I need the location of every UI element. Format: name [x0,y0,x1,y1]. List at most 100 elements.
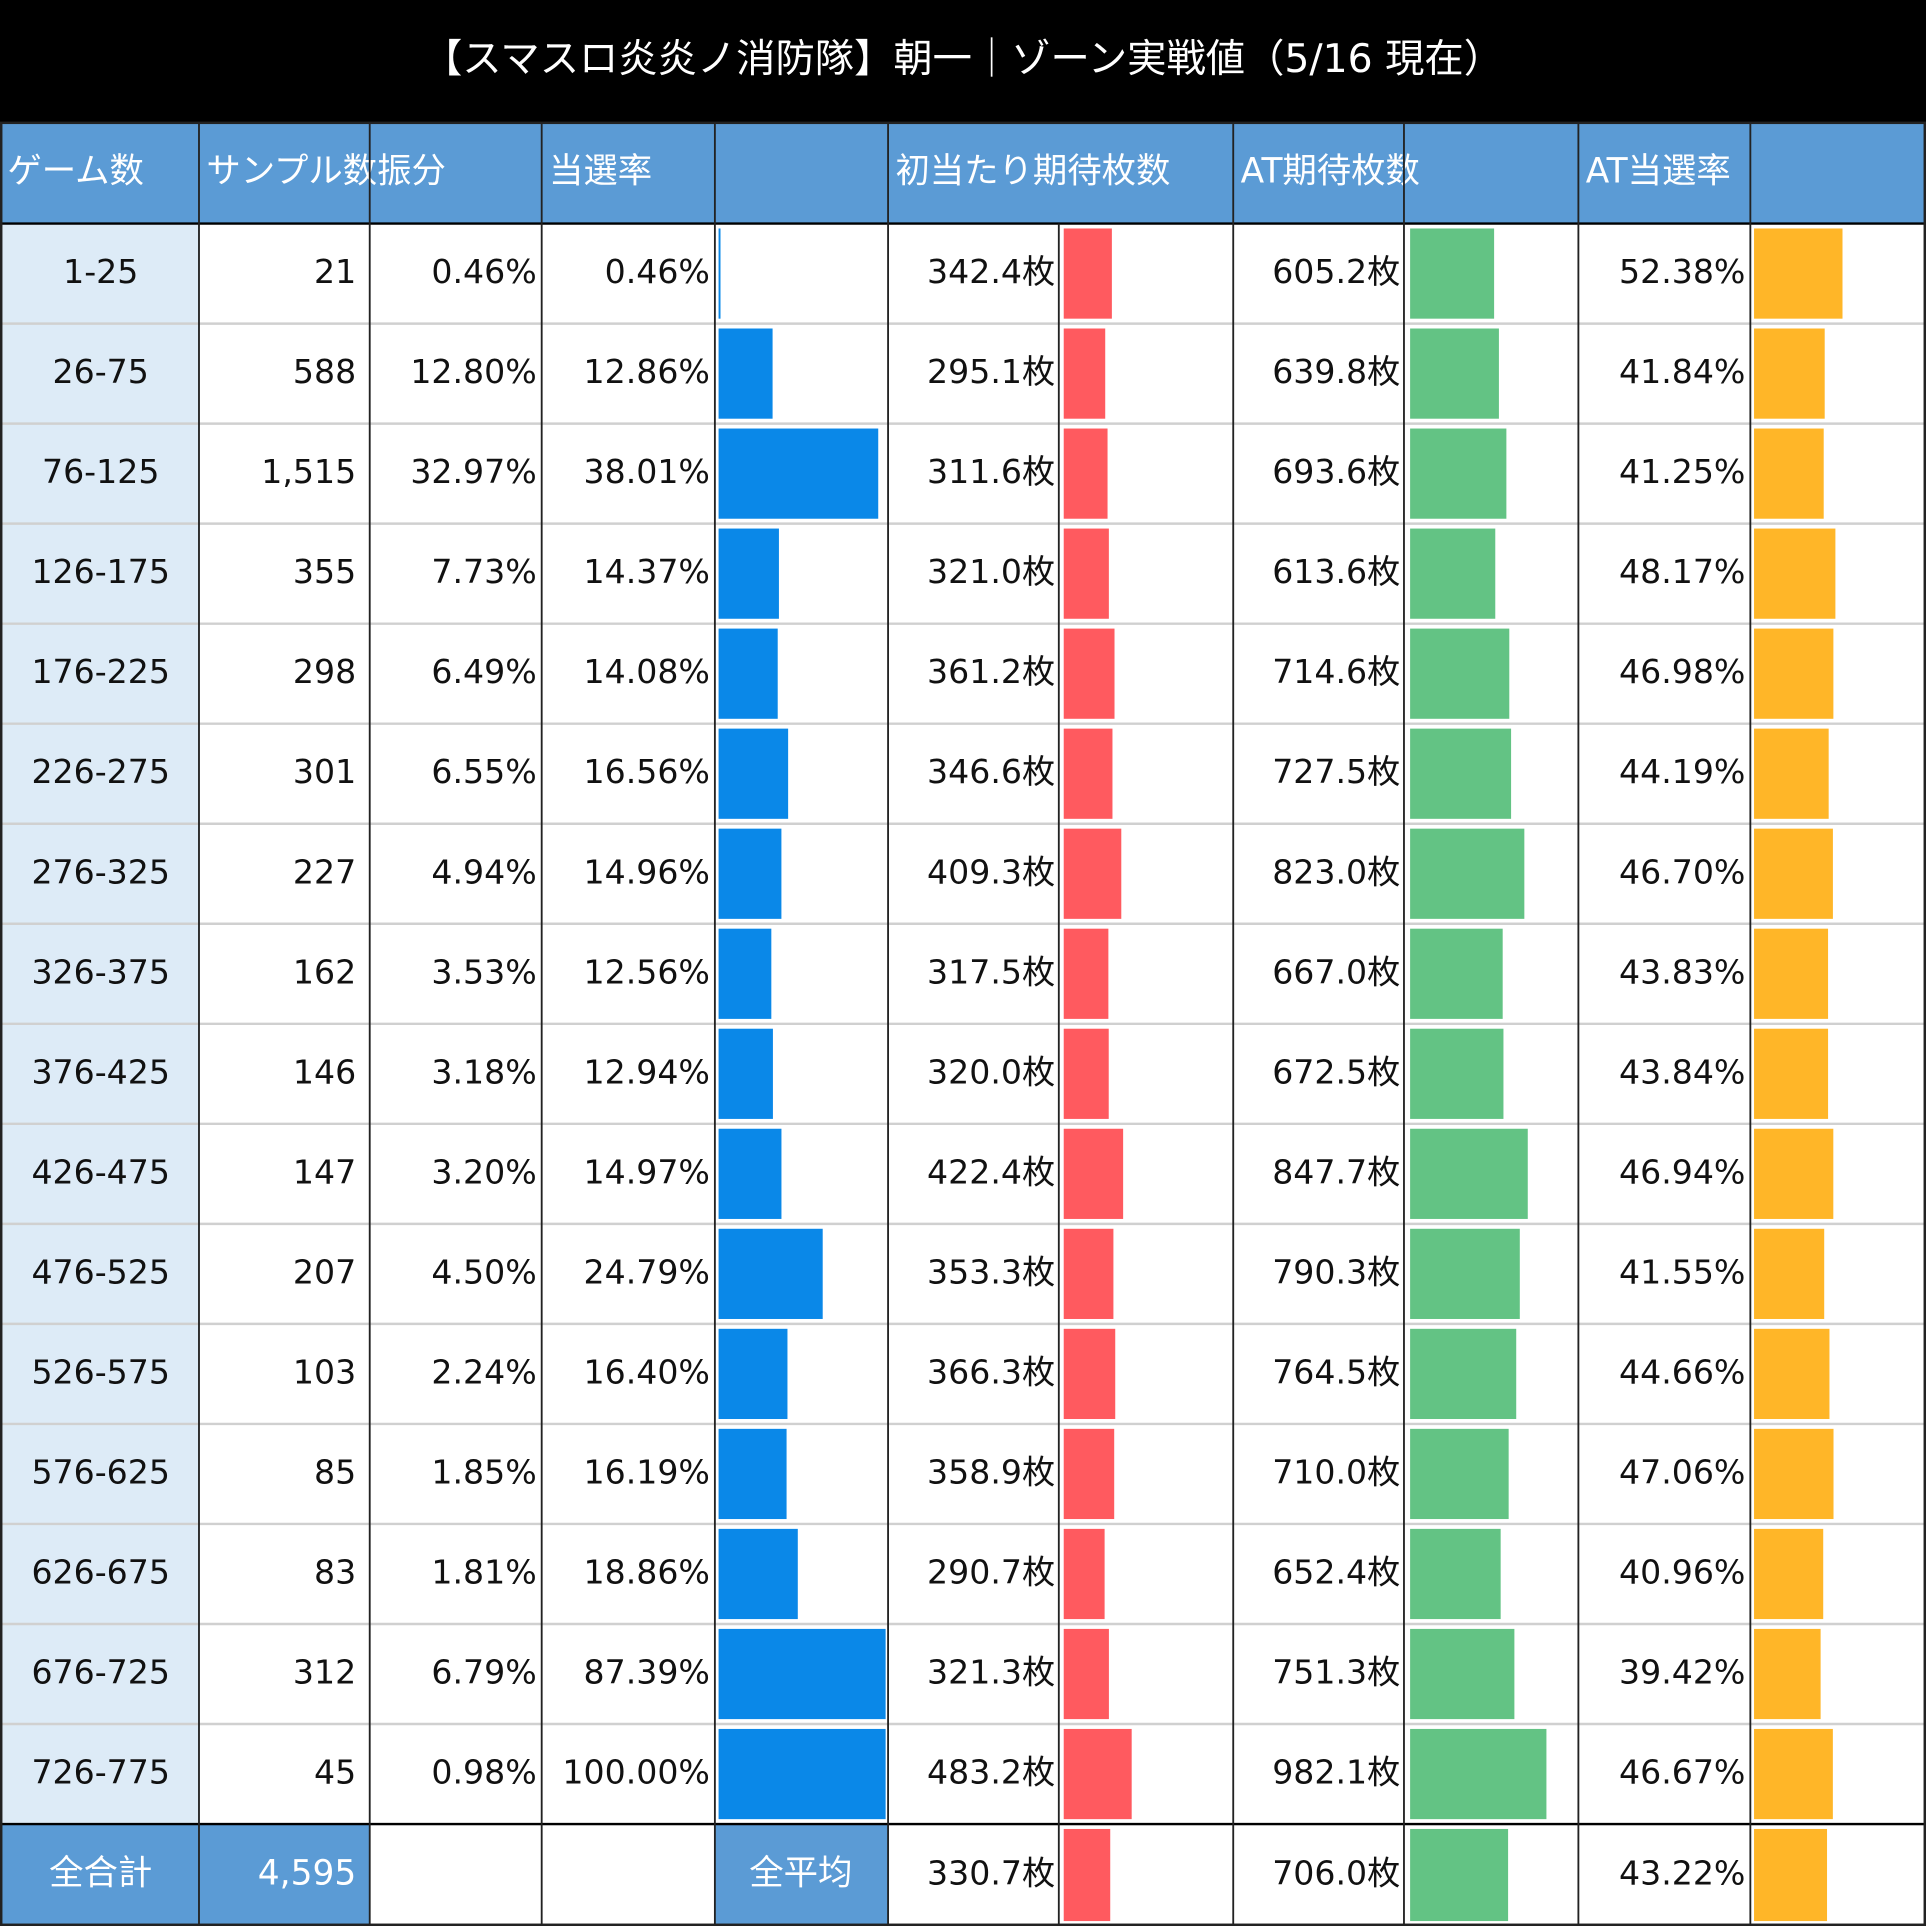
zone-label: 26-75 [53,352,149,391]
cell-value: 2.24% [431,1352,536,1391]
data-bar [1754,1528,1824,1620]
cell-value: 346.6枚 [927,752,1055,791]
data-bar [1410,1028,1504,1119]
cell-value: 6.79% [431,1653,536,1692]
cell-value: 667.0枚 [1272,952,1400,991]
cell-value: 358.9枚 [927,1452,1055,1491]
cell-value: 727.5枚 [1272,752,1400,791]
cell-value: 12.94% [584,1052,710,1091]
zone-label: 276-325 [31,852,170,891]
cell-value: 83 [314,1552,356,1591]
cell-value: 39.42% [1619,1653,1745,1692]
data-bar [718,728,789,819]
cell-value: 46.67% [1619,1753,1745,1792]
cell-value: 366.3枚 [927,1352,1055,1391]
zone-label: 676-725 [31,1653,170,1692]
data-bar [1410,528,1496,619]
data-bar [1063,628,1115,719]
cell-value: 672.5枚 [1272,1052,1400,1091]
cell-value: 45 [314,1753,356,1792]
cell-value: 714.6枚 [1272,652,1400,691]
cell-value: 353.3枚 [927,1252,1055,1291]
cell-value: 605.2枚 [1272,252,1400,291]
cell-value: 1.81% [431,1552,536,1591]
cell-value: 162 [293,952,356,991]
data-bar [1063,328,1106,419]
zone-label: 76-125 [42,452,159,491]
data-bar [718,1328,788,1420]
zone-label: 126-175 [31,552,170,591]
data-bar [1063,1328,1116,1420]
cell-value: 320.0枚 [927,1052,1055,1091]
cell-value: 24.79% [584,1252,710,1291]
cell-value: 146 [293,1052,356,1091]
header-cell: サンプル数 [206,152,377,192]
cell-value: 43.83% [1619,952,1745,991]
cell-value: 207 [293,1252,356,1291]
data-bar [1063,1528,1105,1620]
cell-value: 6.49% [431,652,536,691]
cell-value: 21 [314,252,356,291]
header-cell: 当選率 [549,152,652,192]
cell-value: 652.4枚 [1272,1552,1400,1591]
zone-label: 1-25 [63,252,138,291]
header-cell: 初当たり期待枚数 [895,152,1170,192]
data-bar [1754,1428,1834,1520]
cell-value: 41.84% [1619,352,1745,391]
data-bar [1063,1228,1114,1319]
cell-value: 4.50% [431,1252,536,1291]
cell-value: 321.0枚 [927,552,1055,591]
cell-value: 0.46% [431,252,536,291]
data-bar [1063,728,1113,819]
total-value: 330.7枚 [927,1854,1055,1893]
data-bar [718,1628,886,1720]
cell-value: 44.66% [1619,1352,1745,1391]
data-bar [1410,1628,1515,1720]
data-bar [1410,1328,1517,1420]
total-value: 43.22% [1619,1854,1745,1893]
data-bar [1410,628,1510,719]
data-bar [1754,1828,1828,1922]
data-bar [1063,1628,1109,1720]
zone-label: 476-525 [31,1252,170,1291]
zone-label: 376-425 [31,1052,170,1091]
zone-label: 526-575 [31,1352,170,1391]
data-bar [718,1228,823,1319]
cell-value: 14.37% [584,552,710,591]
data-bar [1754,1728,1833,1820]
data-bar [1754,728,1829,819]
data-bar [1410,228,1495,319]
data-bar [1410,828,1525,919]
cell-value: 6.55% [431,752,536,791]
zone-label: 426-475 [31,1152,170,1191]
header-cell: AT期待枚数 [1241,152,1420,192]
cell-value: 40.96% [1619,1552,1745,1591]
header-cell: 振分 [377,152,446,192]
cell-value: 790.3枚 [1272,1252,1400,1291]
data-bar [718,1128,782,1219]
cell-value: 7.73% [431,552,536,591]
cell-value: 32.97% [410,452,536,491]
data-bar [1754,628,1834,719]
cell-value: 290.7枚 [927,1552,1055,1591]
data-bar [1754,1328,1830,1420]
cell-value: 295.1枚 [927,352,1055,391]
cell-value: 3.18% [431,1052,536,1091]
zone-label: 226-275 [31,752,170,791]
data-bar [1754,428,1824,519]
cell-value: 355 [293,552,356,591]
data-bar [1063,1128,1124,1219]
cell-value: 1,515 [261,452,356,491]
cell-value: 43.84% [1619,1052,1745,1091]
cell-value: 46.70% [1619,852,1745,891]
avg-label: 全平均 [749,1854,852,1894]
data-bar [1754,1628,1821,1720]
cell-value: 14.97% [584,1152,710,1191]
total-samples: 4,595 [258,1854,356,1894]
cell-value: 409.3枚 [927,852,1055,891]
cell-value: 48.17% [1619,552,1745,591]
cell-value: 52.38% [1619,252,1745,291]
data-bar [1754,328,1825,419]
cell-value: 38.01% [584,452,710,491]
data-bar [718,1428,787,1520]
